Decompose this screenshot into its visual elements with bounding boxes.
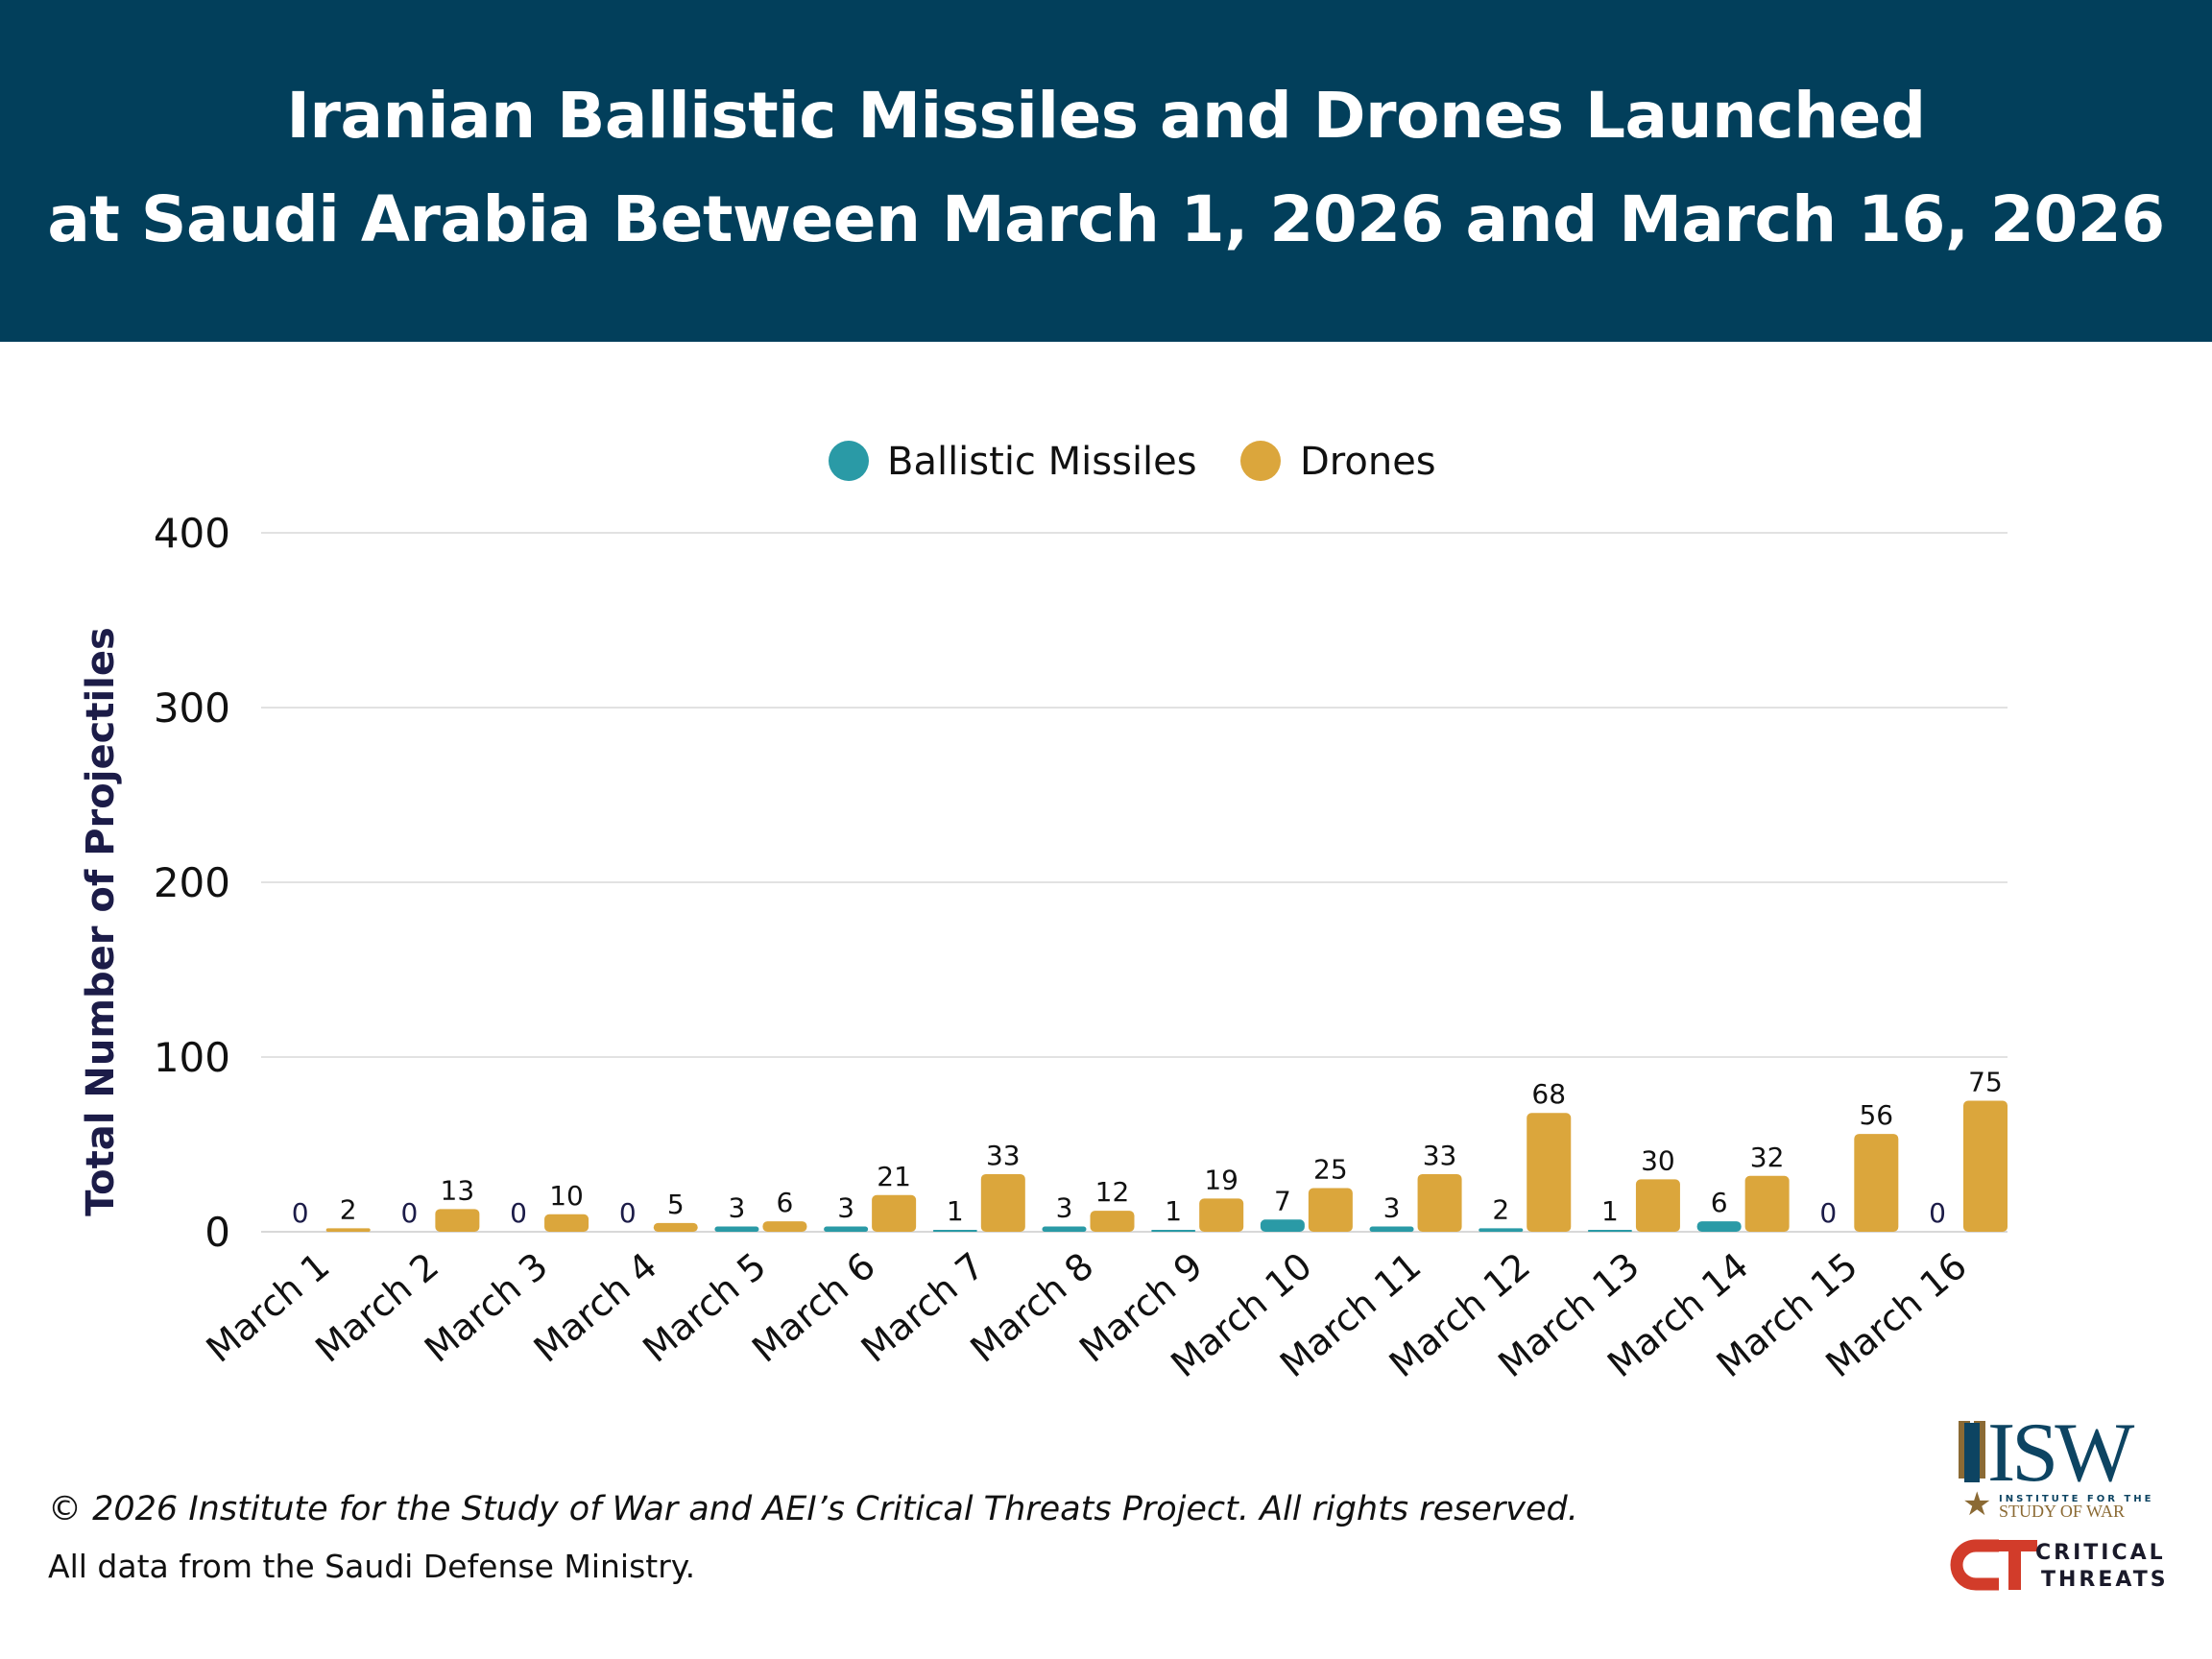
bar-drones [1308, 1188, 1353, 1232]
bar-drones [1854, 1134, 1899, 1232]
bar-drones [1527, 1113, 1572, 1232]
bar-drones [872, 1194, 917, 1232]
y-axis-title: Total Number of Projectiles [79, 627, 123, 1216]
x-tick-label: March 3 [417, 1244, 556, 1370]
bar-drones [762, 1221, 807, 1232]
legend: Ballistic Missiles Drones [829, 440, 1436, 484]
data-label-drones: 56 [1859, 1099, 1893, 1131]
bar-drones [653, 1222, 698, 1232]
data-label-ballistic-missiles: 0 [510, 1197, 527, 1229]
bar-drones [544, 1214, 589, 1232]
data-label-ballistic-missiles: 3 [1056, 1192, 1073, 1224]
y-tick-label: 100 [154, 1034, 230, 1081]
legend-label-ballistic-missiles: Ballistic Missiles [887, 440, 1197, 484]
data-label-ballistic-missiles: 3 [729, 1192, 746, 1224]
x-tick-label: March 1 [199, 1244, 338, 1370]
logos: ISW ★ INSTITUTE FOR THE STUDY OF WAR CRI… [1950, 1411, 2169, 1592]
data-label-ballistic-missiles: 1 [947, 1195, 964, 1227]
y-tick-label: 400 [154, 510, 230, 557]
bar-ballistic-missiles [714, 1226, 759, 1232]
data-label-ballistic-missiles: 6 [1711, 1187, 1728, 1218]
x-tick-label: March 6 [744, 1244, 883, 1370]
data-label-drones: 2 [340, 1193, 357, 1225]
data-label-drones: 19 [1204, 1164, 1238, 1195]
data-label-drones: 5 [667, 1189, 685, 1220]
y-tick-label: 300 [154, 685, 230, 732]
bar-drones [1199, 1198, 1244, 1232]
svg-text:INSTITUTE FOR THE: INSTITUTE FOR THE [1999, 1494, 2153, 1504]
data-label-ballistic-missiles: 0 [292, 1197, 309, 1229]
data-label-drones: 13 [441, 1174, 475, 1206]
data-label-drones: 25 [1313, 1154, 1348, 1186]
data-label-ballistic-missiles: 1 [1165, 1195, 1182, 1227]
data-label-drones: 33 [986, 1140, 1021, 1171]
bar-ballistic-missiles [1042, 1226, 1087, 1232]
bar-drones [1090, 1211, 1135, 1232]
data-label-drones: 68 [1531, 1078, 1566, 1110]
svg-text:THREATS: THREATS [2041, 1568, 2169, 1592]
bar-drones [1963, 1100, 2008, 1232]
data-label-ballistic-missiles: 1 [1601, 1195, 1619, 1227]
bar-drones [325, 1228, 371, 1232]
data-label-drones: 6 [777, 1187, 794, 1218]
data-label-ballistic-missiles: 0 [1929, 1197, 1946, 1229]
x-tick-label: March 5 [635, 1244, 774, 1370]
bar-ballistic-missiles [824, 1226, 869, 1232]
x-tick-label: March 7 [854, 1244, 993, 1370]
bar-drones [435, 1209, 480, 1232]
data-label-ballistic-missiles: 0 [1819, 1197, 1837, 1229]
x-tick-label: March 2 [307, 1244, 446, 1370]
legend-marker-ballistic-missiles [829, 441, 869, 481]
chart-title-line2: at Saudi Arabia Between March 1, 2026 an… [47, 182, 2165, 256]
bar-drones [1417, 1173, 1462, 1232]
svg-text:ISW: ISW [1987, 1411, 2134, 1500]
x-tick-label: March 8 [962, 1244, 1101, 1370]
data-label-drones: 33 [1423, 1140, 1457, 1171]
data-label-drones: 10 [549, 1180, 584, 1212]
bar-drones [1744, 1175, 1790, 1232]
data-label-ballistic-missiles: 7 [1274, 1185, 1291, 1216]
legend-label-drones: Drones [1300, 440, 1436, 484]
data-label-ballistic-missiles: 3 [1383, 1192, 1401, 1224]
data-label-drones: 21 [877, 1161, 911, 1192]
data-label-drones: 75 [1968, 1067, 2003, 1098]
title-banner: Iranian Ballistic Missiles and Drones La… [0, 0, 2212, 342]
chart-title-line1: Iranian Ballistic Missiles and Drones La… [286, 79, 1926, 153]
bar-ballistic-missiles [932, 1230, 977, 1232]
data-source-note: All data from the Saudi Defense Ministry… [48, 1548, 696, 1585]
x-tick-label: March 4 [526, 1244, 665, 1370]
bar-ballistic-missiles [1587, 1230, 1632, 1232]
bar-ballistic-missiles [1151, 1230, 1196, 1232]
data-label-ballistic-missiles: 3 [837, 1192, 854, 1224]
copyright-notice: © 2026 Institute for the Study of War an… [48, 1490, 1578, 1528]
data-label-drones: 30 [1641, 1144, 1675, 1176]
legend-marker-drones [1240, 441, 1281, 481]
data-label-drones: 32 [1750, 1142, 1785, 1173]
bar-ballistic-missiles [1260, 1219, 1305, 1232]
data-label-ballistic-missiles: 0 [400, 1197, 418, 1229]
bar-ballistic-missiles [1369, 1226, 1414, 1232]
y-tick-label: 0 [204, 1209, 230, 1256]
data-label-drones: 12 [1095, 1176, 1130, 1208]
critical-threats-logo: CRITICAL THREATS [1950, 1539, 2169, 1592]
bar-chart: Ballistic Missiles Drones Total Number o… [79, 440, 2008, 1385]
bar-drones [1635, 1179, 1680, 1232]
isw-logo: ISW ★ INSTITUTE FOR THE STUDY OF WAR [1959, 1411, 2153, 1524]
bar-ballistic-missiles [1696, 1221, 1742, 1232]
bar-ballistic-missiles [1479, 1228, 1524, 1232]
star-icon: ★ [1962, 1485, 1991, 1524]
y-tick-label: 200 [154, 859, 230, 906]
svg-text:CRITICAL: CRITICAL [2035, 1541, 2166, 1565]
data-label-ballistic-missiles: 2 [1492, 1193, 1509, 1225]
bar-drones [980, 1173, 1025, 1232]
data-label-ballistic-missiles: 0 [619, 1197, 637, 1229]
svg-text:STUDY OF WAR: STUDY OF WAR [1999, 1502, 2125, 1521]
